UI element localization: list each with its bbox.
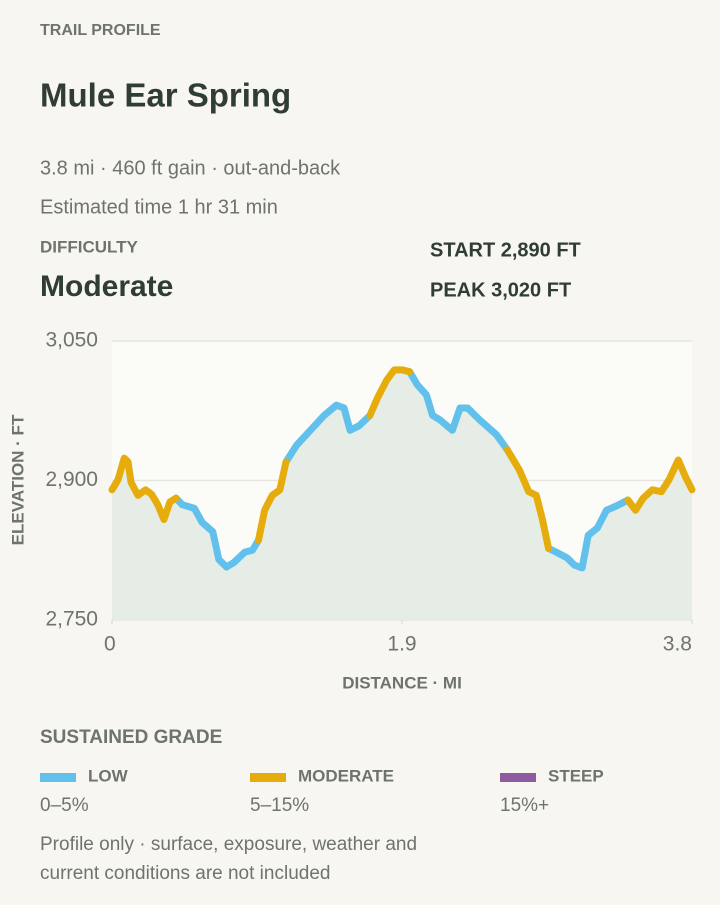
legend-label: LOW <box>88 766 129 785</box>
legend-swatch <box>250 773 286 782</box>
difficulty-label: DIFFICULTY <box>40 237 139 256</box>
y-tick-label: 2,900 <box>45 468 98 491</box>
time-estimate: Estimated time 1 hr 31 min <box>40 196 278 218</box>
legend-range: 15%+ <box>500 795 549 816</box>
footnote: Profile only · surface, exposure, weathe… <box>40 834 417 855</box>
trail-stats: 3.8 mi · 460 ft gain · out-and-back <box>40 157 341 179</box>
start-elevation: START 2,890 FT <box>430 239 581 261</box>
legend: LOW 0–5% MODERATE 5–15% STEEP 15%+ <box>40 766 604 816</box>
x-tick-label: 0 <box>104 633 116 656</box>
legend-swatch <box>500 773 536 782</box>
chart: 2,750 2,900 3,050 0 1.9 3.8 <box>45 329 696 656</box>
x-axis-label: DISTANCE · MI <box>342 673 462 692</box>
x-tick-label: 3.8 <box>663 633 692 656</box>
legend-label: MODERATE <box>298 766 394 785</box>
peak-elevation: PEAK 3,020 FT <box>430 279 571 301</box>
legend-range: 5–15% <box>250 795 309 816</box>
legend-title: SUSTAINED GRADE <box>40 727 222 748</box>
legend-label: STEEP <box>548 766 604 785</box>
trail-title: Mule Ear Spring <box>40 77 291 114</box>
y-axis-label: ELEVATION · FT <box>8 414 27 545</box>
legend-swatch <box>40 773 76 782</box>
difficulty-value: Moderate <box>40 270 173 303</box>
eyebrow: TRAIL PROFILE <box>40 22 161 39</box>
legend-range: 0–5% <box>40 795 89 816</box>
x-tick-label: 1.9 <box>387 633 416 656</box>
grade-line <box>108 366 696 552</box>
y-tick-label: 2,750 <box>45 608 98 631</box>
y-tick-label: 3,050 <box>45 329 98 352</box>
profile-area <box>112 369 692 620</box>
footnote: current conditions are not included <box>40 863 330 884</box>
grade-line <box>172 368 632 572</box>
